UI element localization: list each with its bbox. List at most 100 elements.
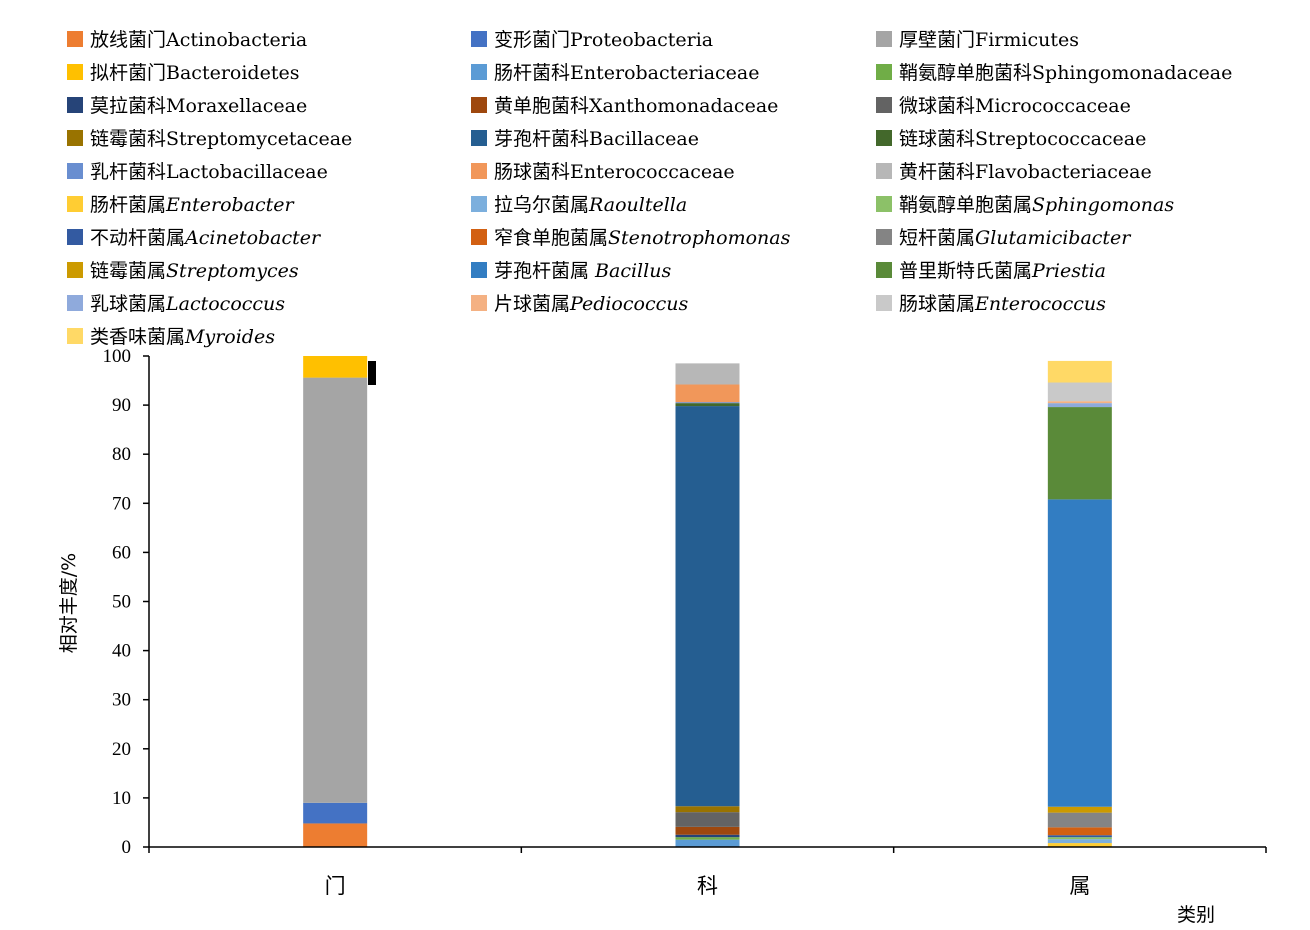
legend-item: 芽孢杆菌科Bacillaceae xyxy=(471,128,699,150)
legend-label-cn: 拉乌尔菌属 xyxy=(494,194,589,216)
bar-segment xyxy=(1047,843,1112,847)
legend-label-cn: 鞘氨醇单胞菌科 xyxy=(899,62,1032,84)
x-category-label: 门 xyxy=(325,874,346,898)
legend-label-cn: 微球菌科 xyxy=(899,95,975,117)
legend-label-latin: Myroides xyxy=(184,326,275,348)
y-tick-label: 10 xyxy=(112,788,131,809)
legend-item: 变形菌门Proteobacteria xyxy=(471,29,713,51)
legend-item: 肠杆菌属Enterobacter xyxy=(67,194,296,216)
y-tick-label: 0 xyxy=(122,837,132,858)
legend-label-latin: Actinobacteria xyxy=(165,29,307,51)
bar-segment xyxy=(1047,382,1112,402)
legend-label: 乳球菌属Lactococcus xyxy=(90,293,285,315)
legend-swatch xyxy=(471,64,487,80)
legend-item: 短杆菌属Glutamicibacter xyxy=(876,227,1132,249)
bar-segment xyxy=(1047,835,1112,838)
legend-label: 黄杆菌科Flavobacteriaceae xyxy=(899,161,1152,183)
y-tick-label: 60 xyxy=(112,542,131,563)
legend-swatch xyxy=(67,130,83,146)
x-axis-title: 类别 xyxy=(1177,904,1215,926)
legend-label: 芽孢杆菌属 Bacillus xyxy=(494,260,671,282)
legend-label: 肠杆菌科Enterobacteriaceae xyxy=(494,62,759,84)
legend-label: 肠球菌属Enterococcus xyxy=(899,293,1106,315)
legend-label-latin: Raoultella xyxy=(588,194,687,216)
legend-label-latin: Sphingomonas xyxy=(1032,194,1174,216)
legend-label-cn: 肠球菌属 xyxy=(899,293,975,315)
legend-item: 乳球菌属Lactococcus xyxy=(67,293,285,315)
legend-label: 肠球菌科Enterococcaceae xyxy=(494,161,735,183)
legend-swatch xyxy=(471,31,487,47)
y-tick-label: 80 xyxy=(112,444,131,465)
legend-label-cn: 乳球菌属 xyxy=(90,293,166,315)
legend-swatch xyxy=(67,229,83,245)
legend-label-cn: 肠杆菌属 xyxy=(90,194,166,216)
legend-label-cn: 变形菌门 xyxy=(494,29,570,51)
legend-item: 肠球菌属Enterococcus xyxy=(876,293,1106,315)
legend-label-latin: Bacteroidetes xyxy=(166,62,299,84)
y-tick-label: 30 xyxy=(112,690,131,711)
legend-label-latin: Proteobacteria xyxy=(570,29,713,51)
bar-segment xyxy=(675,834,740,838)
legend-item: 窄食单胞菌属Stenotrophomonas xyxy=(471,227,791,249)
y-tick-label: 70 xyxy=(112,493,131,514)
legend-label-latin: Glutamicibacter xyxy=(975,227,1132,249)
y-ticks: 0 10 20 30 40 50 60 70 80 90 100 xyxy=(103,346,149,858)
legend-label: 窄食单胞菌属Stenotrophomonas xyxy=(494,227,791,249)
legend-label: 链霉菌科Streptomycetaceae xyxy=(90,128,352,150)
legend-item: 拟杆菌门Bacteroidetes xyxy=(67,62,299,84)
legend-swatch xyxy=(471,262,487,278)
error-bar-marker xyxy=(368,361,376,385)
legend-swatch xyxy=(876,229,892,245)
legend-label-cn: 芽孢杆菌属 xyxy=(494,260,595,282)
bar-segment xyxy=(303,823,368,847)
bar-segment xyxy=(1047,360,1112,383)
legend-label: 普里斯特氏菌属Priestia xyxy=(899,260,1106,282)
legend-label-cn: 芽孢杆菌科 xyxy=(494,128,589,150)
bar-segment xyxy=(675,806,740,813)
legend-label: 放线菌门Actinobacteria xyxy=(90,29,307,51)
legend-label: 类香味菌属Myroides xyxy=(90,326,275,348)
y-axis-title: 相对丰度/% xyxy=(58,553,80,653)
legend-label-latin: Enterobacter xyxy=(165,194,296,216)
legend-label: 变形菌门Proteobacteria xyxy=(494,29,713,51)
legend-label: 链球菌科Streptococcaceae xyxy=(899,128,1146,150)
legend-label-latin: Lactobacillaceae xyxy=(166,161,328,183)
bar-segment xyxy=(675,402,740,404)
legend-label: 链霉菌属Streptomyces xyxy=(90,260,299,282)
legend-label: 微球菌科Micrococcaceae xyxy=(899,95,1131,117)
legend-label-latin: Streptococcaceae xyxy=(975,128,1146,150)
legend-swatch xyxy=(67,64,83,80)
bar-segment xyxy=(675,363,740,385)
legend-label-cn: 链霉菌科 xyxy=(90,128,166,150)
y-tick-label: 50 xyxy=(112,592,131,613)
legend-swatch xyxy=(471,130,487,146)
legend-label-latin: Bacillaceae xyxy=(589,128,699,150)
legend-item: 微球菌科Micrococcaceae xyxy=(876,95,1131,117)
legend-swatch xyxy=(471,163,487,179)
legend-item: 链霉菌科Streptomycetaceae xyxy=(67,128,352,150)
legend-swatch xyxy=(876,31,892,47)
legend-label-latin: Bacillus xyxy=(594,260,671,282)
legend-swatch xyxy=(67,97,83,113)
y-tick-label: 90 xyxy=(112,395,131,416)
bar-segment xyxy=(1047,407,1112,500)
legend-item: 肠球菌科Enterococcaceae xyxy=(471,161,735,183)
legend-swatch xyxy=(67,328,83,344)
bar-segment xyxy=(1047,827,1112,836)
legend-label: 乳杆菌科Lactobacillaceae xyxy=(90,161,328,183)
bar-segment xyxy=(675,406,740,807)
legend-item: 鞘氨醇单胞菌属Sphingomonas xyxy=(876,194,1174,216)
legend-label-latin: Acinetobacter xyxy=(183,227,322,249)
legend-label-cn: 鞘氨醇单胞菌属 xyxy=(899,194,1032,216)
legend-item: 黄杆菌科Flavobacteriaceae xyxy=(876,161,1152,183)
bar-segment xyxy=(1047,403,1112,408)
bar-segment xyxy=(1047,401,1112,404)
legend-label-cn: 窄食单胞菌属 xyxy=(494,227,608,249)
legend-item: 鞘氨醇单胞菌科Sphingomonadaceae xyxy=(876,62,1232,84)
bar-segment xyxy=(675,812,740,827)
legend-label-cn: 黄杆菌科 xyxy=(899,161,975,183)
bar-segment xyxy=(1047,812,1112,828)
legend-label-cn: 片球菌属 xyxy=(494,293,570,315)
bar-segment xyxy=(1047,837,1112,840)
